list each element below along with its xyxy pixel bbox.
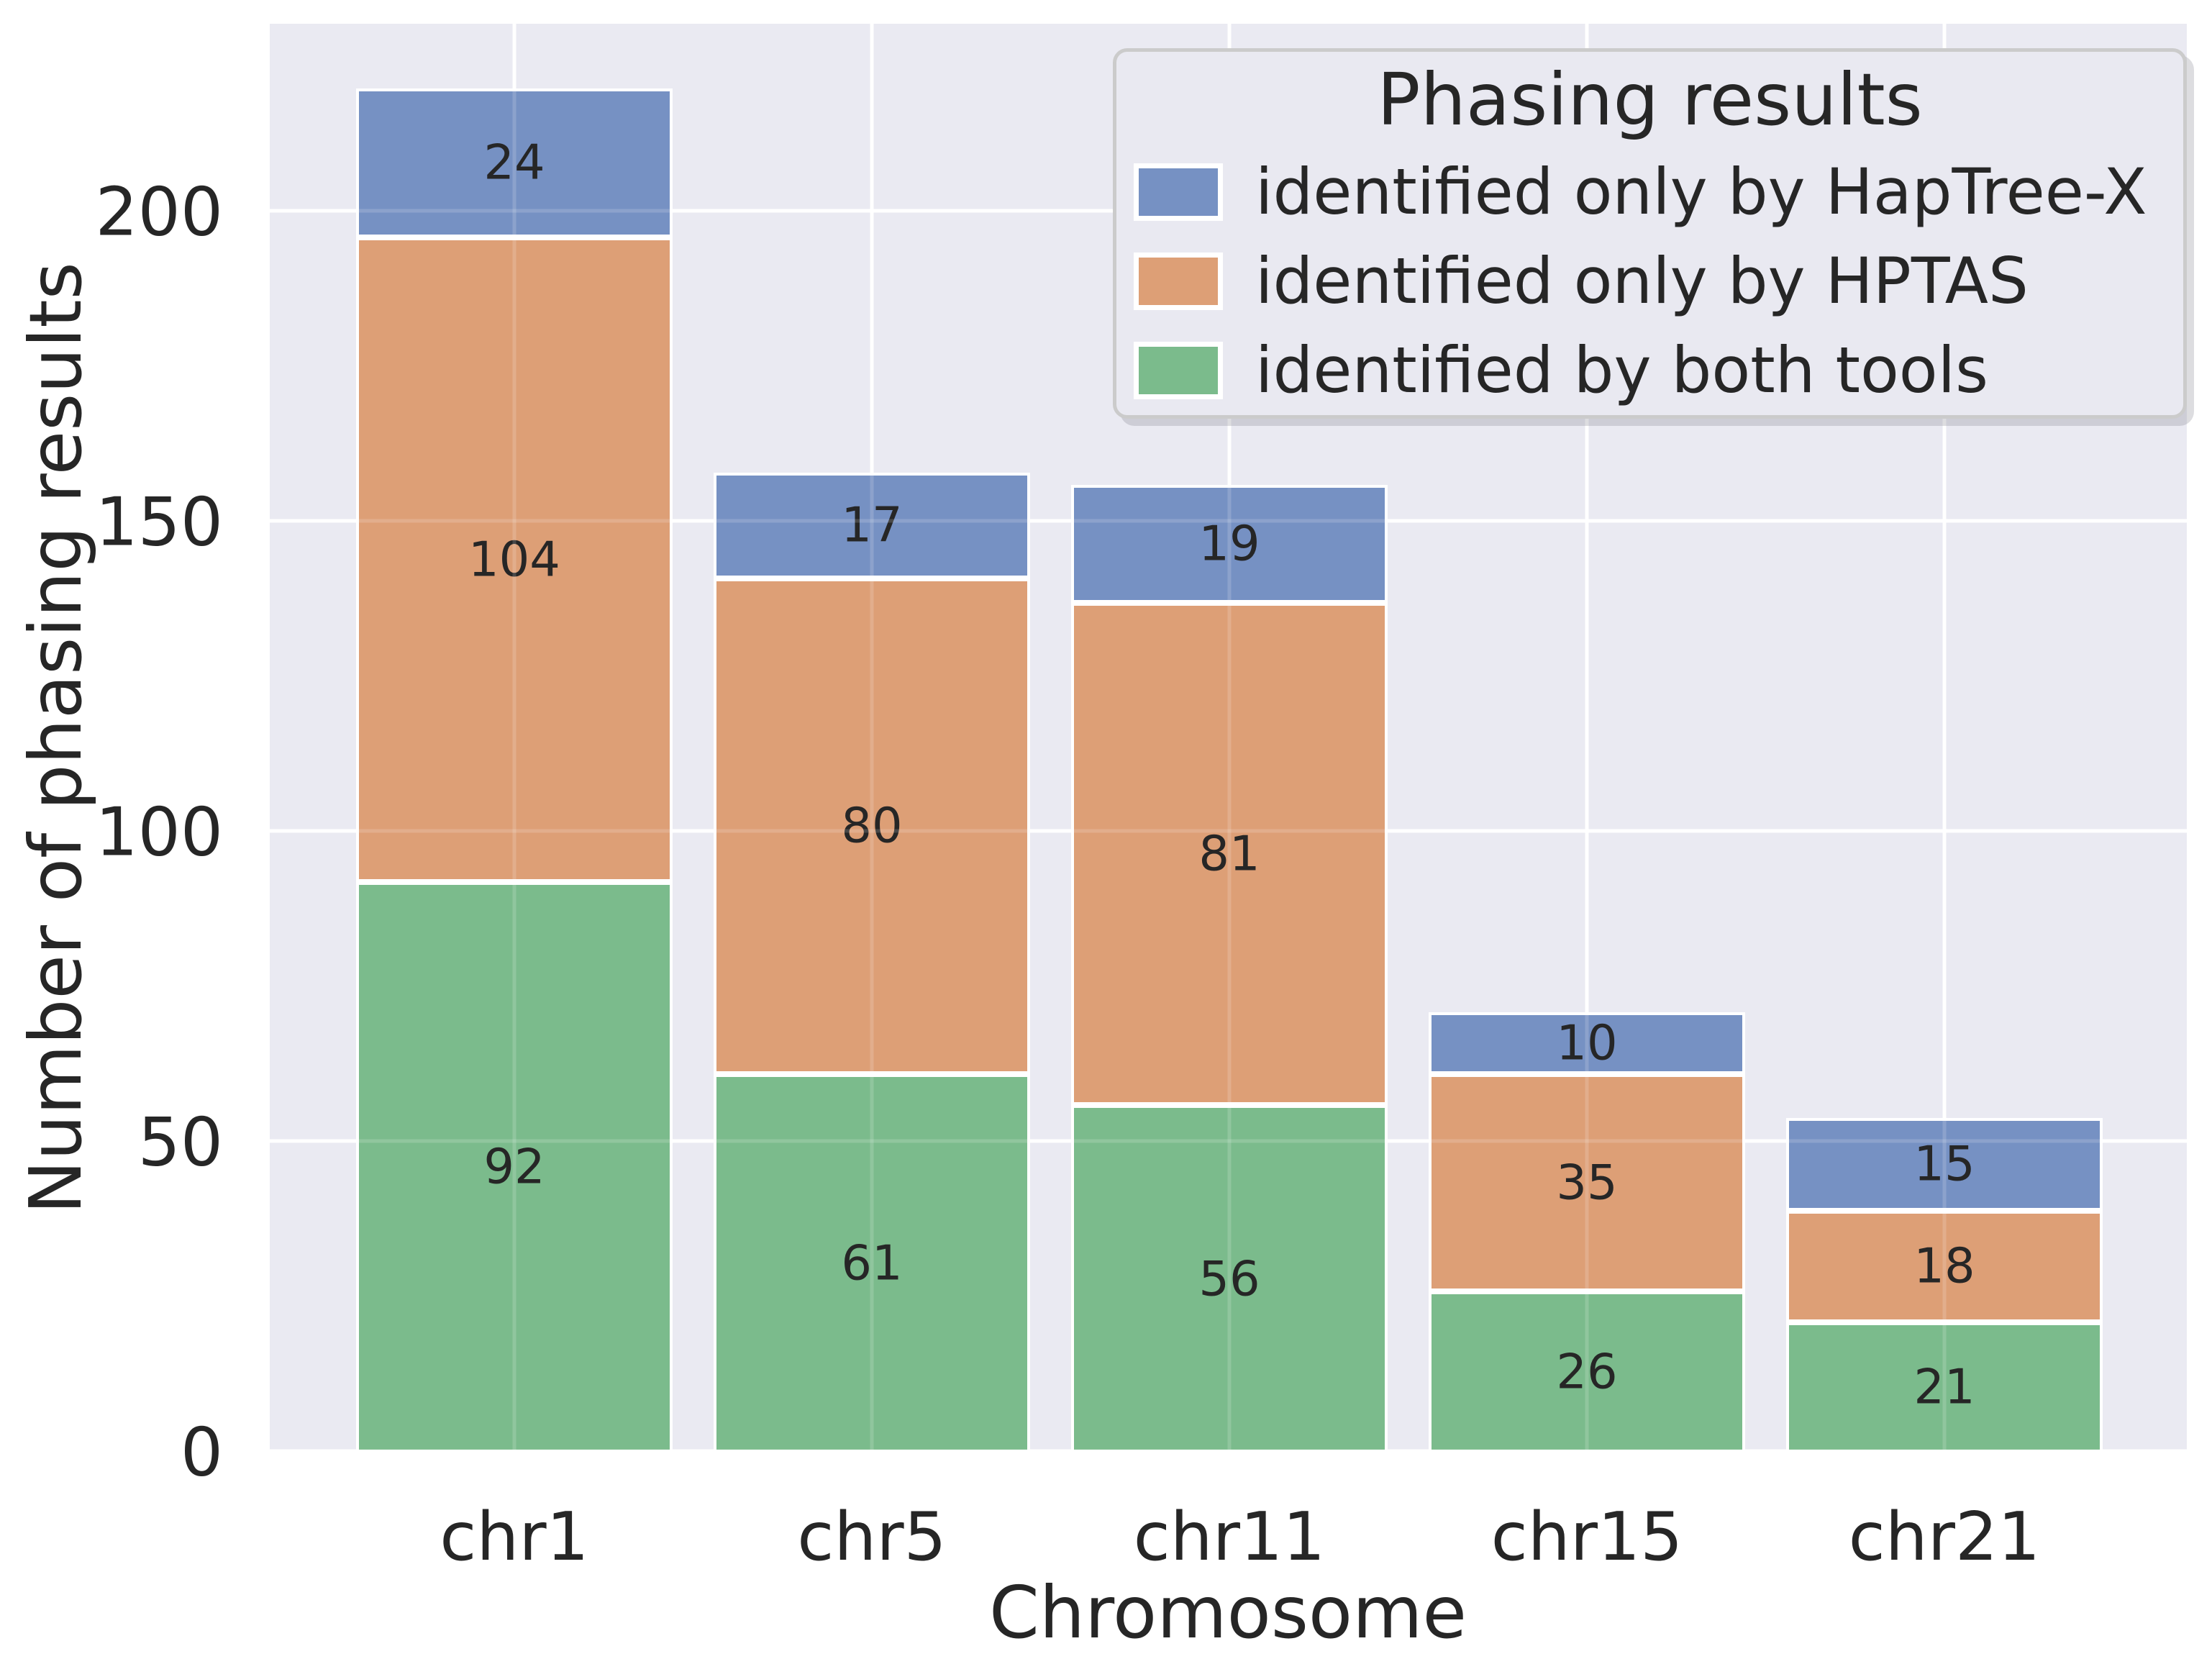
- bar-segment-chr1: [356, 88, 673, 237]
- legend-swatch-haptreex: [1134, 163, 1223, 221]
- bar-value-label: 92: [483, 1138, 545, 1195]
- x-tick-label: chr21: [1848, 1498, 2041, 1576]
- x-tick-label: chr15: [1490, 1498, 1683, 1576]
- bar-segment-chr1: [356, 881, 673, 1453]
- legend-item-label: identified by both tools: [1255, 333, 1988, 407]
- legend-item: identified only by HapTree-X: [1116, 147, 2183, 237]
- legend-swatch-hptas: [1134, 253, 1223, 310]
- bar-value-label: 26: [1556, 1343, 1618, 1400]
- x-tick-label: chr5: [797, 1498, 947, 1576]
- y-tick-label: 50: [137, 1103, 223, 1181]
- legend: Phasing results identified only by HapTr…: [1113, 48, 2187, 419]
- bar-value-label: 35: [1556, 1154, 1618, 1211]
- bar-segment-chr15: [1429, 1074, 1745, 1291]
- bar-value-label: 104: [468, 531, 560, 588]
- bar-segment-chr21: [1786, 1210, 2103, 1322]
- x-tick-label: chr1: [440, 1498, 589, 1576]
- bar-segment-chr21: [1786, 1117, 2103, 1211]
- legend-title: Phasing results: [1377, 58, 1923, 142]
- legend-item-label: identified only by HPTAS: [1255, 244, 2029, 318]
- legend-swatch-both: [1134, 342, 1223, 399]
- bar-segment-chr5: [714, 1074, 1030, 1453]
- y-tick-label: 100: [95, 793, 223, 871]
- y-axis-label: Number of phasing results: [14, 262, 98, 1214]
- bar-segment-chr15: [1429, 1012, 1745, 1075]
- y-tick-label: 150: [95, 483, 223, 561]
- bar-value-label: 61: [841, 1235, 903, 1291]
- bar-value-label: 18: [1913, 1237, 1975, 1294]
- bar-value-label: 21: [1913, 1358, 1975, 1415]
- bar-value-label: 56: [1198, 1250, 1260, 1307]
- bar-segment-chr15: [1429, 1291, 1745, 1453]
- bar-value-label: 24: [483, 134, 545, 191]
- x-tick-label: chr11: [1133, 1498, 1326, 1576]
- bar-segment-chr11: [1071, 1105, 1388, 1453]
- bar-value-label: 81: [1198, 825, 1260, 882]
- bar-value-label: 80: [841, 797, 903, 854]
- bar-value-label: 15: [1913, 1135, 1975, 1192]
- bar-value-label: 10: [1556, 1014, 1618, 1071]
- y-tick-label: 0: [180, 1413, 223, 1491]
- bar-segment-chr1: [356, 237, 673, 882]
- legend-item: identified by both tools: [1116, 326, 2183, 415]
- legend-item: identified only by HPTAS: [1116, 237, 2183, 326]
- bar-segment-chr11: [1071, 603, 1388, 1106]
- x-axis-label: Chromosome: [988, 1571, 1467, 1655]
- bar-segment-chr21: [1786, 1322, 2103, 1453]
- y-tick-label: 200: [95, 173, 223, 251]
- bar-segment-chr5: [714, 473, 1030, 578]
- bar-segment-chr11: [1071, 485, 1388, 604]
- bar-value-label: 17: [841, 496, 903, 553]
- legend-item-label: identified only by HapTree-X: [1255, 155, 2147, 229]
- bar-segment-chr5: [714, 578, 1030, 1075]
- bar-value-label: 19: [1198, 515, 1260, 572]
